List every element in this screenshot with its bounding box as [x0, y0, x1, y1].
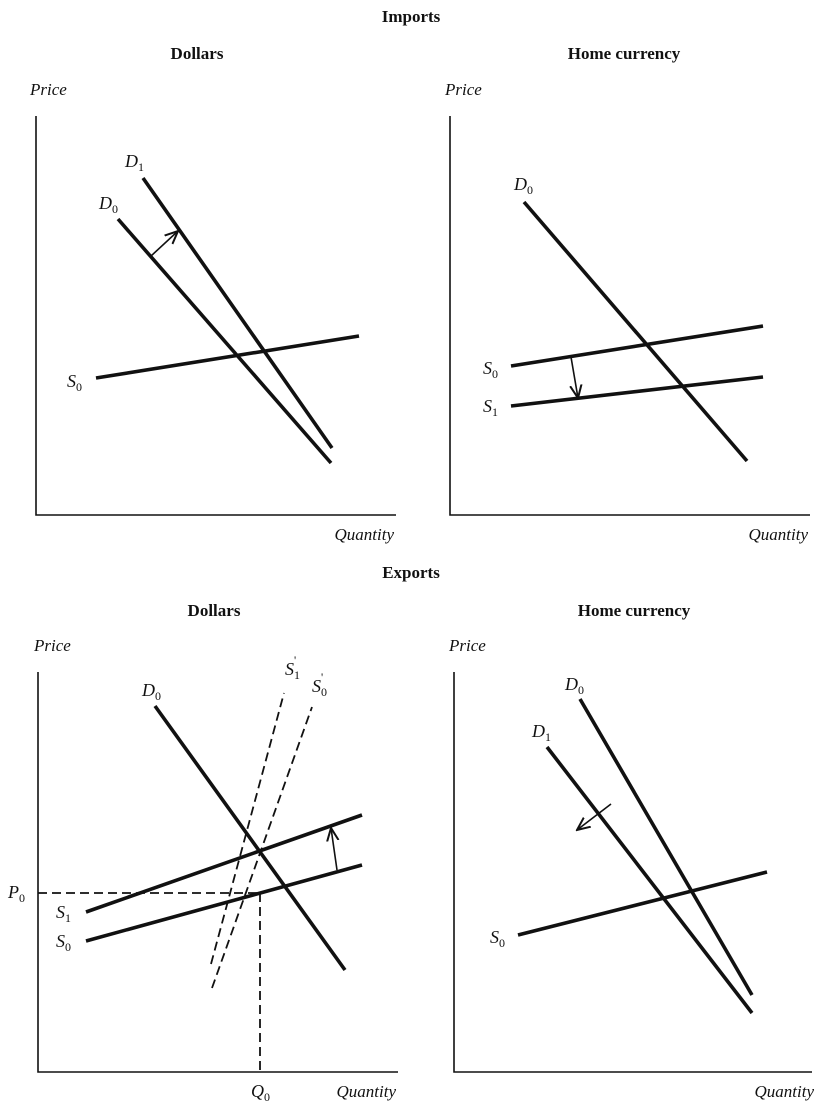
- imports-home-s0-label: S0: [483, 358, 498, 381]
- imports-home-y-label: Price: [444, 80, 482, 99]
- exports-dollars-s0-curve: [85, 863, 363, 943]
- exports-dollars-d0-label: D0: [141, 680, 161, 703]
- exports-dollars-x-label: Quantity: [337, 1082, 397, 1101]
- exports-dollars-y-label: Price: [33, 636, 71, 655]
- exports-title: Exports: [382, 563, 440, 582]
- exports-dollars-s1-label: S1: [56, 902, 71, 925]
- imports-dollars-s0-label: S0: [67, 371, 82, 394]
- exports-dollars-heading: Dollars: [188, 601, 241, 620]
- exports-home-y-label: Price: [448, 636, 486, 655]
- imports-home-s1-label: S1: [483, 396, 498, 419]
- imports-dollars-axes: [35, 116, 396, 516]
- exports-home-x-label: Quantity: [755, 1082, 815, 1101]
- imports-dollars-d1-label: D1: [124, 151, 144, 174]
- exports-dollars-s0prime-label: S0': [312, 670, 327, 699]
- exports-dollars-s0prime-curve: [211, 706, 313, 989]
- q0-label: Q0: [251, 1081, 270, 1102]
- imports-dollars-d1-curve: [141, 176, 334, 450]
- exports-home-axes: [453, 672, 812, 1073]
- imports-home-heading: Home currency: [568, 44, 681, 63]
- exports-home-s0-curve: [517, 870, 768, 937]
- imports-dollars-shift-arrow: [150, 231, 178, 257]
- exports-dollars-d0-curve: [153, 704, 347, 972]
- exports-dollars-s0-label: S0: [56, 931, 71, 954]
- imports-home-d0-curve: [522, 200, 749, 463]
- exports-home-panel: Home currency Price Quantity D0 D1 S0: [448, 601, 814, 1101]
- imports-dollars-s0-curve: [95, 334, 360, 380]
- exports-home-d1-curve: [545, 745, 754, 1015]
- exports-dollars-s1prime-label: S1': [285, 653, 300, 682]
- imports-home-axes: [449, 116, 810, 516]
- p0-label: P0: [7, 882, 25, 905]
- exports-dollars-panel: Dollars Price Quantity D0 S1' S0' S1 S0 …: [7, 601, 398, 1102]
- exports-dollars-shift-arrow: [331, 828, 337, 871]
- imports-dollars-heading: Dollars: [171, 44, 224, 63]
- imports-dollars-panel: Dollars Price Quantity D1 D0 S0: [29, 44, 396, 544]
- exports-dollars-s1-curve: [85, 813, 363, 914]
- imports-dollars-x-label: Quantity: [335, 525, 395, 544]
- exports-home-shift-arrow: [577, 803, 612, 830]
- imports-home-shift-arrow: [571, 356, 578, 398]
- imports-dollars-y-label: Price: [29, 80, 67, 99]
- exports-dollars-axes: [37, 672, 398, 1073]
- exports-home-s0-label: S0: [490, 927, 505, 950]
- exports-dollars-s1prime-curve: [210, 692, 285, 965]
- imports-home-x-label: Quantity: [749, 525, 809, 544]
- imports-home-s0-curve: [510, 324, 764, 368]
- imports-home-s1-curve: [510, 375, 764, 408]
- exports-home-d1-label: D1: [531, 721, 551, 744]
- exports-home-d0-curve: [578, 698, 754, 996]
- imports-title: Imports: [382, 7, 441, 26]
- imports-dollars-d0-curve: [116, 217, 333, 465]
- imports-home-d0-label: D0: [513, 174, 533, 197]
- imports-dollars-d0-label: D0: [98, 193, 118, 216]
- imports-home-panel: Home currency Price Quantity D0 S0 S1: [444, 44, 810, 544]
- exports-home-heading: Home currency: [578, 601, 691, 620]
- exports-home-d0-label: D0: [564, 674, 584, 697]
